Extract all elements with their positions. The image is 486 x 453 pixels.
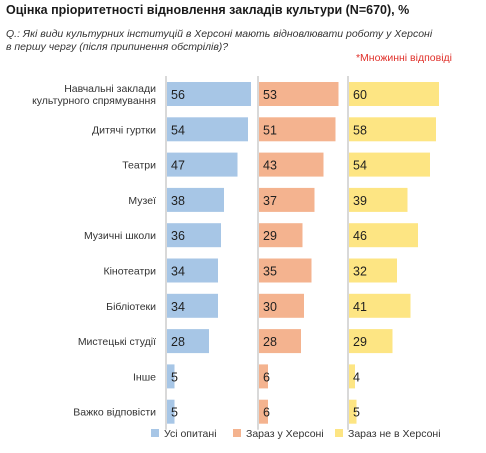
bar <box>349 223 418 248</box>
value-label: 29 <box>353 335 367 349</box>
legend-label: Зараз у Херсоні <box>246 428 324 440</box>
value-label: 36 <box>171 229 185 243</box>
bar <box>167 364 175 389</box>
bar <box>349 293 411 318</box>
bar <box>259 293 304 318</box>
value-label: 38 <box>171 194 185 208</box>
category-label: Музичні школи <box>84 230 156 242</box>
value-label: 28 <box>263 335 277 349</box>
chart-title: Оцінка пріоритетності відновлення заклад… <box>6 3 410 17</box>
legend-swatch <box>335 429 343 437</box>
bar <box>259 117 336 142</box>
bar <box>349 399 357 424</box>
bar <box>259 223 303 248</box>
category-label: Театри <box>122 160 156 172</box>
bar <box>259 258 312 283</box>
value-label: 6 <box>263 370 270 384</box>
value-label: 5 <box>171 370 178 384</box>
bar <box>167 329 209 354</box>
bar <box>167 187 224 212</box>
bar <box>349 329 393 354</box>
category-label: Навчальні заклади культурного спрямування <box>32 83 156 107</box>
value-label: 39 <box>353 194 367 208</box>
value-label: 5 <box>353 406 360 420</box>
bar <box>349 152 430 177</box>
value-label: 41 <box>353 300 367 314</box>
value-label: 58 <box>353 123 367 137</box>
value-label: 51 <box>263 123 277 137</box>
bar <box>167 152 238 177</box>
value-label: 46 <box>353 229 367 243</box>
bar <box>167 399 175 424</box>
value-label: 35 <box>263 265 277 279</box>
value-label: 43 <box>263 159 277 173</box>
bar <box>349 258 397 283</box>
bar <box>259 364 268 389</box>
bar <box>349 82 439 106</box>
multiple-answers-note: *Множинні відповіді <box>355 52 452 64</box>
legend-label: Зараз не в Херсоні <box>348 428 441 440</box>
bar <box>259 82 339 106</box>
value-label: 34 <box>171 300 185 314</box>
bar <box>167 117 248 142</box>
category-label: Мистецькі студії <box>78 336 156 348</box>
bar <box>349 117 436 142</box>
bar <box>259 329 301 354</box>
value-label: 60 <box>353 88 367 102</box>
value-label: 47 <box>171 159 185 173</box>
value-label: 5 <box>171 406 178 420</box>
bar <box>167 258 218 283</box>
legend-label: Усі опитані <box>164 428 217 440</box>
value-label: 54 <box>171 123 185 137</box>
category-label: Бібліотеки <box>106 301 156 313</box>
bar <box>167 223 221 248</box>
value-label: 53 <box>263 88 277 102</box>
category-label: Кінотеатри <box>103 266 156 278</box>
bar <box>349 187 408 212</box>
survey-question: Q.: Які види культурних інституцій в Хер… <box>6 28 433 53</box>
bar <box>259 187 315 212</box>
value-label: 32 <box>353 265 367 279</box>
legend-swatch <box>151 429 159 437</box>
bar <box>259 399 268 424</box>
bar <box>167 82 251 106</box>
legend-swatch <box>233 429 241 437</box>
value-label: 30 <box>263 300 277 314</box>
value-label: 6 <box>263 406 270 420</box>
bar <box>167 293 218 318</box>
category-label: Інше <box>133 371 156 383</box>
value-label: 28 <box>171 335 185 349</box>
value-label: 37 <box>263 194 277 208</box>
value-label: 54 <box>353 159 367 173</box>
category-label: Важко відповісти <box>73 407 156 419</box>
bar <box>259 152 324 177</box>
value-label: 56 <box>171 88 185 102</box>
category-label: Музеї <box>128 195 156 207</box>
bar <box>349 364 355 389</box>
value-label: 29 <box>263 229 277 243</box>
category-label: Дитячі гуртки <box>92 124 156 136</box>
value-label: 34 <box>171 265 185 279</box>
value-label: 4 <box>353 370 360 384</box>
